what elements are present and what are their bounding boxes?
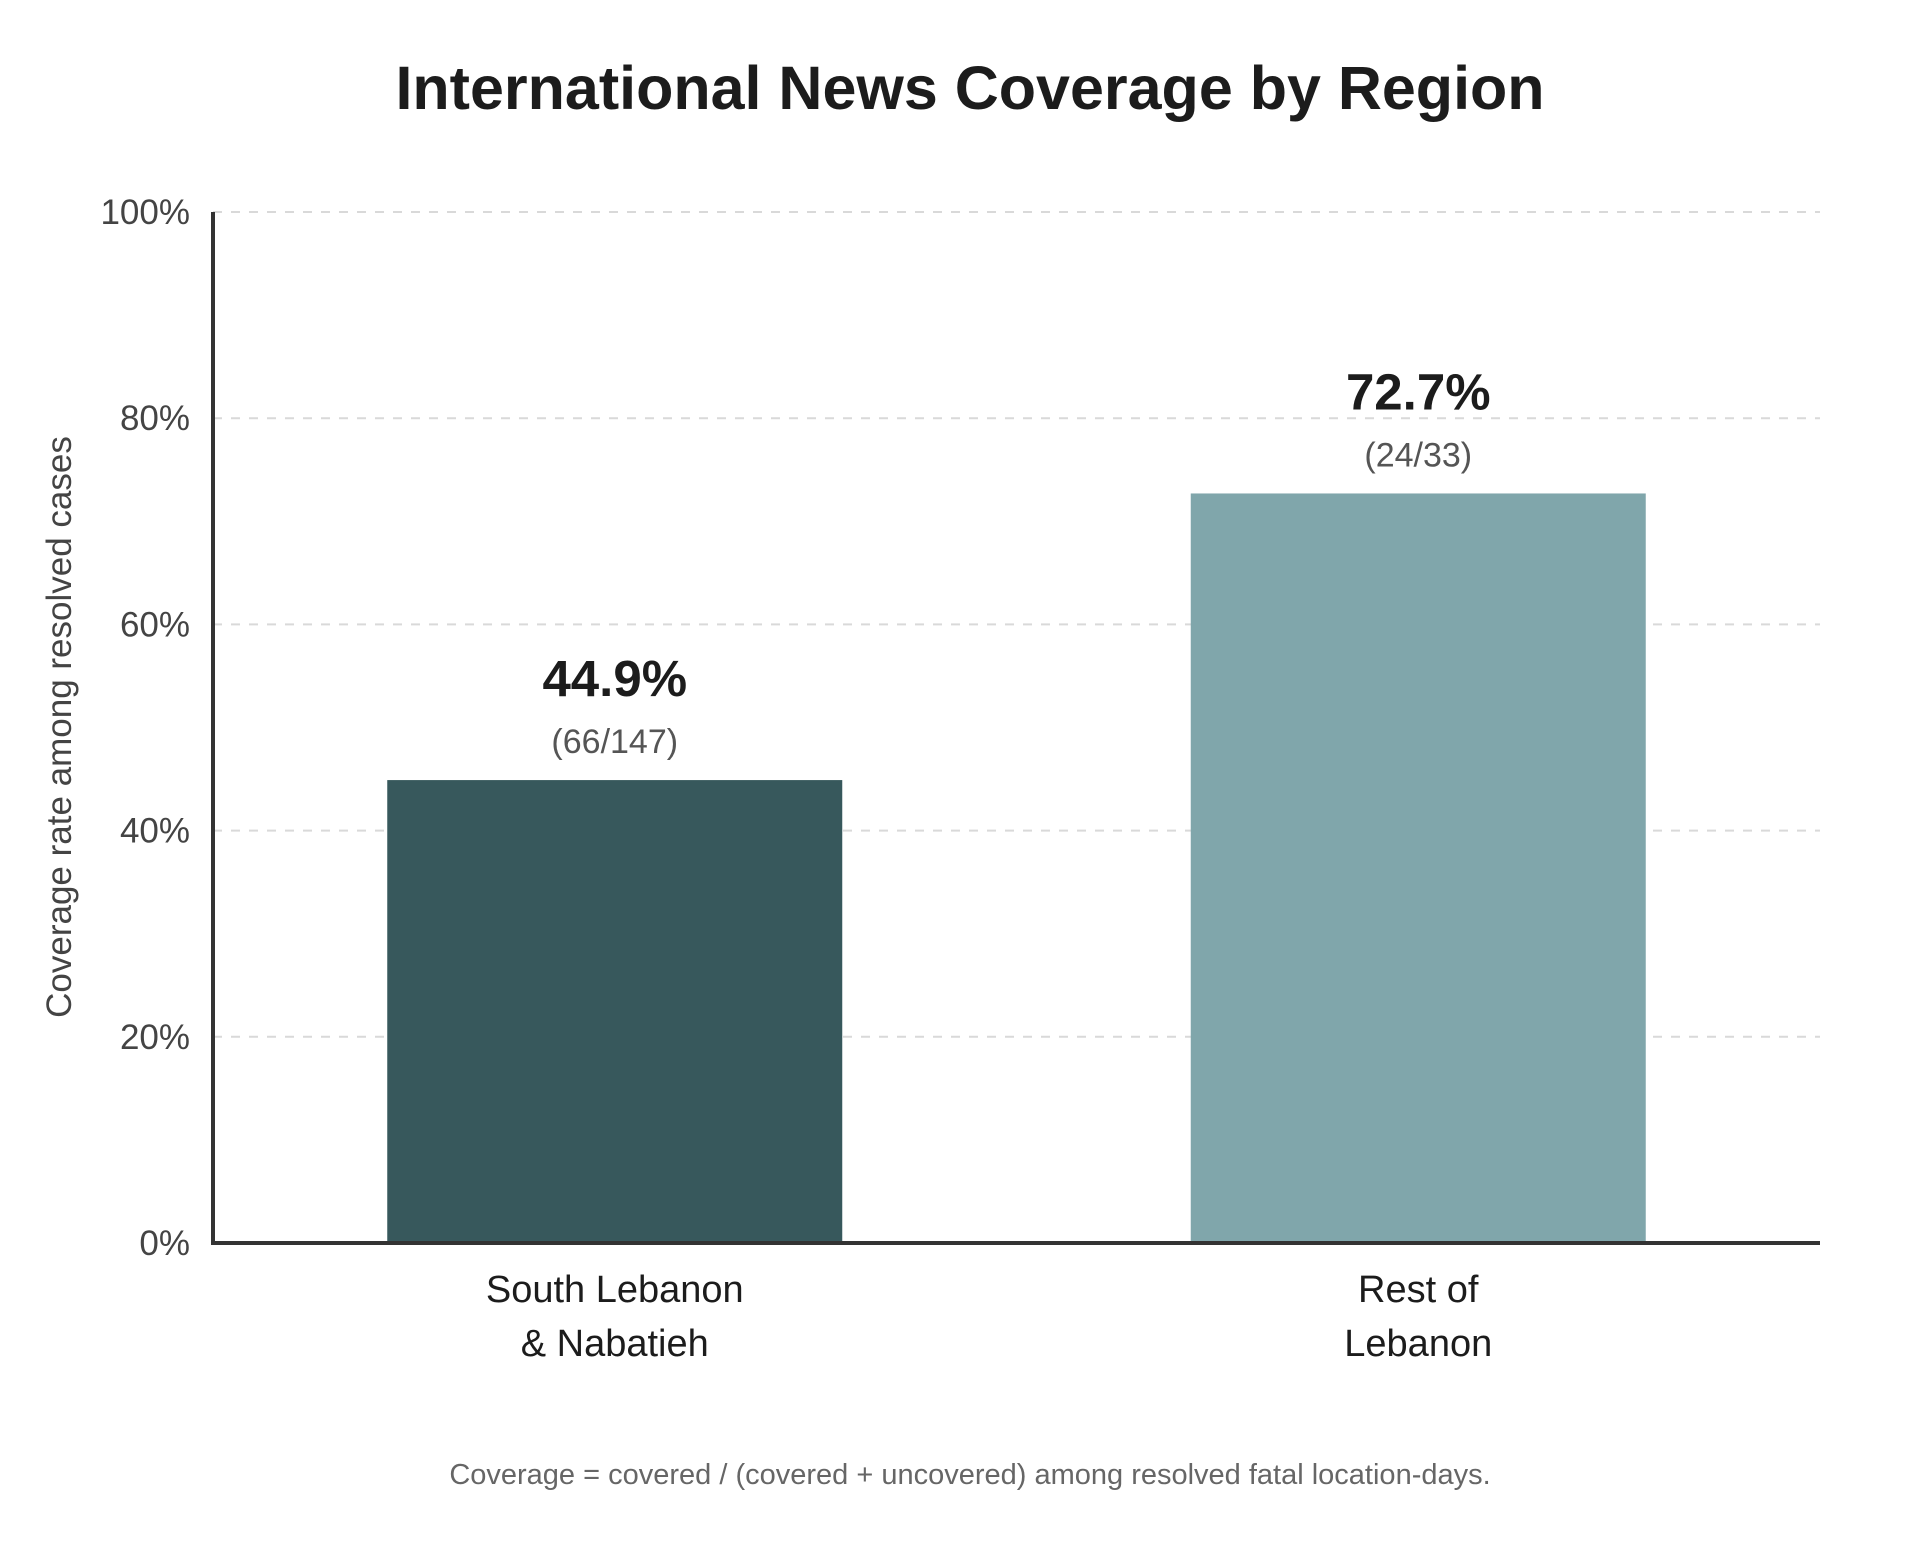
- bar-count-label: (66/147): [551, 723, 678, 761]
- x-category-label: Lebanon: [1344, 1323, 1492, 1365]
- y-tick-label: 0%: [139, 1224, 190, 1263]
- y-axis-label: Coverage rate among resolved cases: [40, 436, 79, 1018]
- x-category-label: South Lebanon: [486, 1269, 744, 1311]
- bar: [387, 780, 843, 1243]
- x-category-label: & Nabatieh: [521, 1323, 709, 1365]
- y-tick-labels: 0% 20% 40% 60% 80% 100%: [100, 193, 190, 1263]
- chart-title: International News Coverage by Region: [395, 54, 1544, 122]
- data-labels: 44.9% (66/147) 72.7% (24/33): [542, 363, 1490, 761]
- bar-value-label: 44.9%: [542, 650, 687, 707]
- bar-count-label: (24/33): [1364, 436, 1472, 474]
- y-tick-label: 40%: [120, 812, 190, 851]
- axes: [211, 212, 1820, 1245]
- chart-footnote: Coverage = covered / (covered + uncovere…: [449, 1459, 1490, 1491]
- y-tick-label: 100%: [100, 193, 190, 232]
- bar: [1190, 493, 1646, 1243]
- x-category-label: Rest of: [1358, 1269, 1479, 1311]
- x-category-labels: South Lebanon & Nabatieh Rest of Lebanon: [486, 1269, 1492, 1365]
- y-tick-label: 20%: [120, 1018, 190, 1057]
- y-tick-label: 60%: [120, 605, 190, 644]
- bars: [387, 493, 1646, 1243]
- bar-value-label: 72.7%: [1346, 363, 1491, 420]
- y-tick-label: 80%: [120, 399, 190, 438]
